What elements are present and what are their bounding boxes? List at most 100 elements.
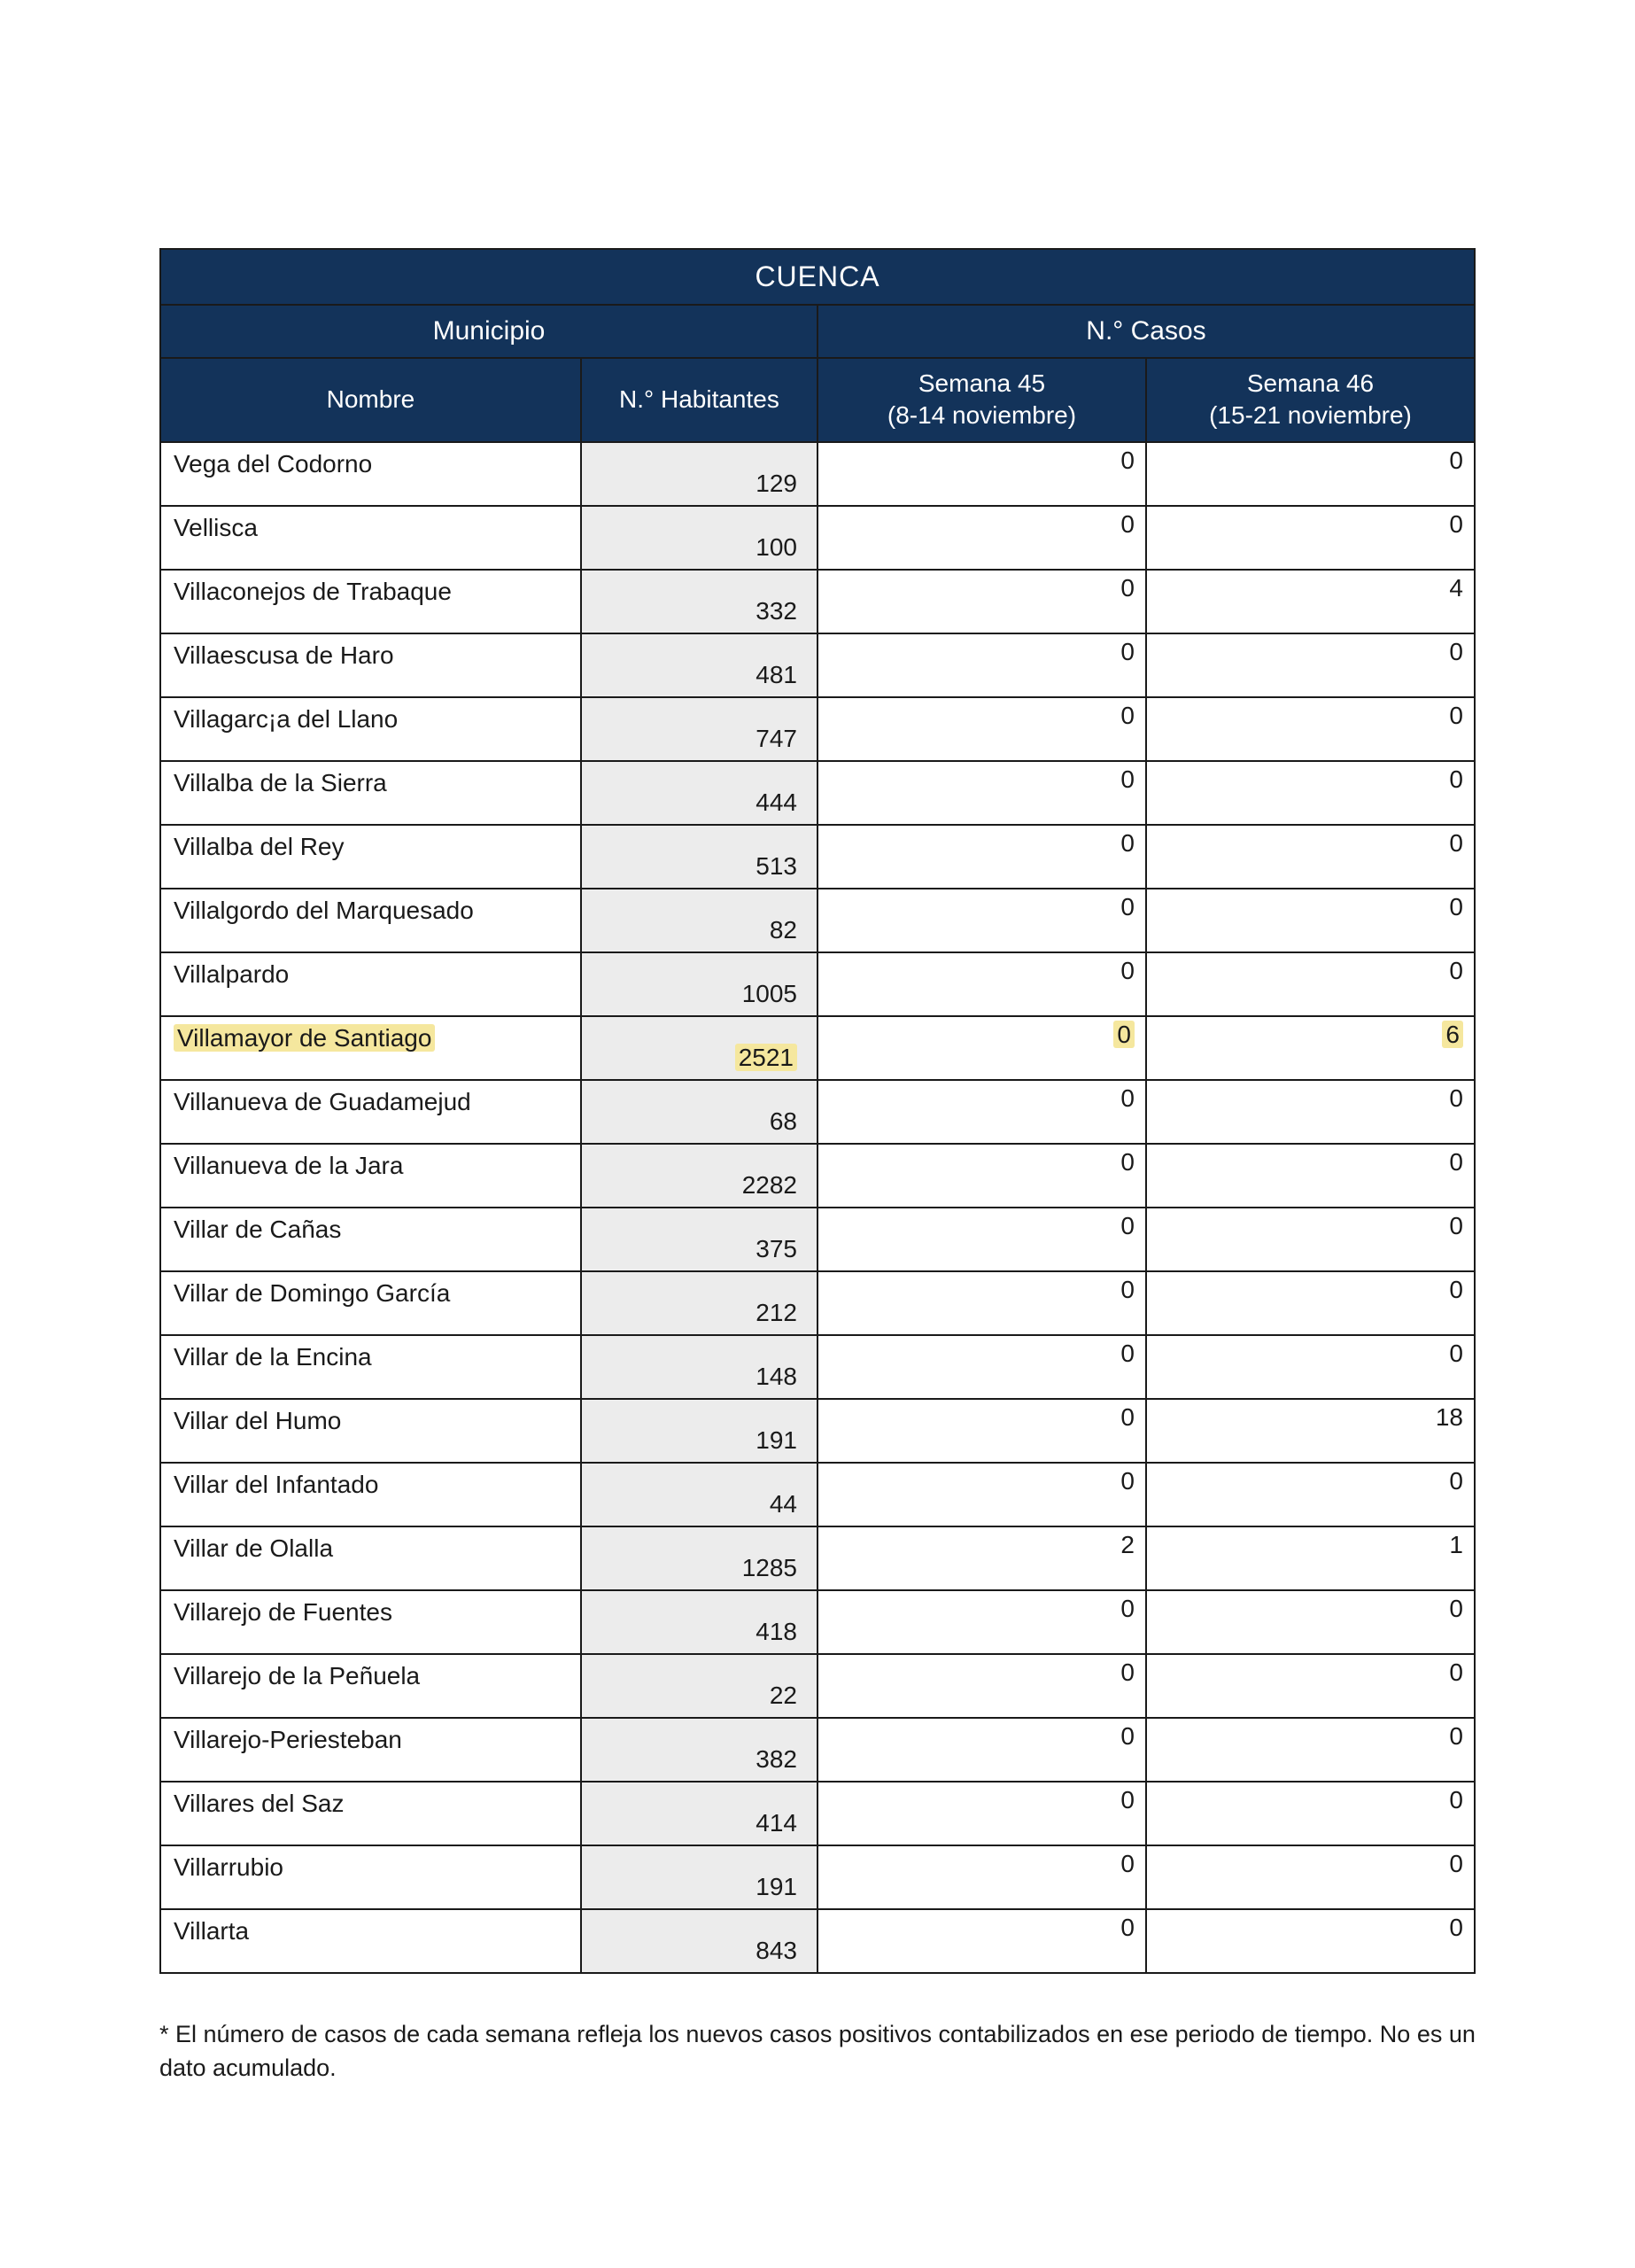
cell-semana45: 0 [818,1909,1146,1973]
cell-habitantes: 191 [581,1845,818,1909]
cell-nombre: Villaconejos de Trabaque [160,570,581,633]
cell-semana45: 0 [818,1144,1146,1208]
table-row: Villarrubio19100 [160,1845,1475,1909]
table-row: Villar de Olalla128521 [160,1526,1475,1590]
cell-habitantes: 212 [581,1271,818,1335]
cell-semana46: 0 [1146,697,1475,761]
cell-semana46: 0 [1146,1718,1475,1782]
cell-semana45: 0 [818,1271,1146,1335]
cell-habitantes: 382 [581,1718,818,1782]
cell-semana45: 0 [818,1590,1146,1654]
cell-habitantes: 44 [581,1463,818,1526]
table-body: Vega del Codorno12900Vellisca10000Villac… [160,442,1475,1973]
cell-nombre: Villagarc¡a del Llano [160,697,581,761]
header-semana46-line1: Semana 46 [1247,369,1374,397]
cell-semana46: 18 [1146,1399,1475,1463]
cell-nombre: Villares del Saz [160,1782,581,1845]
cell-habitantes: 843 [581,1909,818,1973]
header-semana45-line1: Semana 45 [918,369,1045,397]
cell-semana46: 0 [1146,761,1475,825]
cell-semana46: 0 [1146,1845,1475,1909]
cell-semana46: 0 [1146,1271,1475,1335]
cell-semana45: 0 [818,1463,1146,1526]
footnote: * El número de casos de cada semana refl… [159,2018,1476,2085]
cell-habitantes: 2282 [581,1144,818,1208]
cell-semana46: 6 [1146,1016,1475,1080]
cell-habitantes: 1005 [581,952,818,1016]
cell-semana45: 0 [818,1845,1146,1909]
cell-habitantes: 332 [581,570,818,633]
table-row: Villalba de la Sierra44400 [160,761,1475,825]
cell-semana45: 0 [818,825,1146,889]
cell-semana46: 4 [1146,570,1475,633]
table-row: Villarejo-Periesteban38200 [160,1718,1475,1782]
table-row: Villar del Humo191018 [160,1399,1475,1463]
cell-semana45: 0 [818,442,1146,506]
cases-table: CUENCA Municipio N.° Casos Nombre N.° Ha… [159,248,1476,1974]
cell-nombre: Villalba de la Sierra [160,761,581,825]
cell-habitantes: 129 [581,442,818,506]
cell-nombre: Villarejo de la Peñuela [160,1654,581,1718]
table-row: Villar del Infantado4400 [160,1463,1475,1526]
table-row: Villar de la Encina14800 [160,1335,1475,1399]
cell-habitantes: 481 [581,633,818,697]
table-row: Villalgordo del Marquesado8200 [160,889,1475,952]
cell-semana46: 0 [1146,1909,1475,1973]
cell-nombre: Villanueva de Guadamejud [160,1080,581,1144]
cell-semana45: 2 [818,1526,1146,1590]
cell-nombre: Villalba del Rey [160,825,581,889]
cell-semana46: 0 [1146,1463,1475,1526]
cell-semana45: 0 [818,697,1146,761]
cell-semana45: 0 [818,761,1146,825]
cell-semana46: 0 [1146,952,1475,1016]
cell-nombre: Villar de Cañas [160,1208,581,1271]
table-row: Villanueva de Guadamejud6800 [160,1080,1475,1144]
cell-nombre: Villar del Humo [160,1399,581,1463]
cell-semana45: 0 [818,952,1146,1016]
cell-habitantes: 100 [581,506,818,570]
cell-semana45: 0 [818,1654,1146,1718]
table-row: Villar de Domingo García21200 [160,1271,1475,1335]
cell-nombre: Villamayor de Santiago [160,1016,581,1080]
cell-habitantes: 22 [581,1654,818,1718]
table-row: Villarta84300 [160,1909,1475,1973]
table-row: Villaescusa de Haro48100 [160,633,1475,697]
cell-habitantes: 68 [581,1080,818,1144]
cell-nombre: Villar de Domingo García [160,1271,581,1335]
cell-semana45: 0 [818,1782,1146,1845]
cell-semana45: 0 [818,1718,1146,1782]
cell-semana45: 0 [818,1399,1146,1463]
cell-semana46: 0 [1146,1208,1475,1271]
cell-nombre: Villar de Olalla [160,1526,581,1590]
cell-nombre: Villaescusa de Haro [160,633,581,697]
header-casos: N.° Casos [818,305,1475,358]
table-row: Villarejo de la Peñuela2200 [160,1654,1475,1718]
cell-habitantes: 513 [581,825,818,889]
cell-semana45: 0 [818,506,1146,570]
table-row: Villalpardo100500 [160,952,1475,1016]
cell-semana45: 0 [818,889,1146,952]
table-row: Villar de Cañas37500 [160,1208,1475,1271]
header-semana46: Semana 46 (15-21 noviembre) [1146,358,1475,442]
table-row: Villarejo de Fuentes41800 [160,1590,1475,1654]
cell-nombre: Villarrubio [160,1845,581,1909]
header-municipio: Municipio [160,305,818,358]
cell-habitantes: 414 [581,1782,818,1845]
cell-semana46: 0 [1146,1782,1475,1845]
table-row: Villares del Saz41400 [160,1782,1475,1845]
cell-habitantes: 375 [581,1208,818,1271]
cell-semana46: 0 [1146,506,1475,570]
cell-semana46: 0 [1146,889,1475,952]
cell-semana46: 0 [1146,1144,1475,1208]
cell-habitantes: 2521 [581,1016,818,1080]
cell-semana46: 0 [1146,442,1475,506]
cell-habitantes: 82 [581,889,818,952]
cell-nombre: Villar de la Encina [160,1335,581,1399]
cell-habitantes: 191 [581,1399,818,1463]
cell-semana45: 0 [818,570,1146,633]
cell-habitantes: 444 [581,761,818,825]
cell-nombre: Villanueva de la Jara [160,1144,581,1208]
cell-semana45: 0 [818,1080,1146,1144]
table-row: Villagarc¡a del Llano74700 [160,697,1475,761]
cell-semana46: 1 [1146,1526,1475,1590]
